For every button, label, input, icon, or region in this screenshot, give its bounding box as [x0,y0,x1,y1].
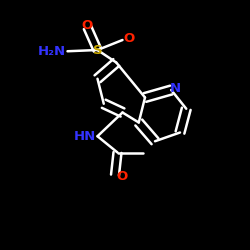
Text: O: O [116,170,128,183]
Text: S: S [93,44,102,57]
Text: O: O [82,19,93,32]
Text: H₂N: H₂N [38,45,66,58]
Text: N: N [170,82,180,94]
Text: O: O [124,32,135,45]
Text: HN: HN [74,130,96,143]
